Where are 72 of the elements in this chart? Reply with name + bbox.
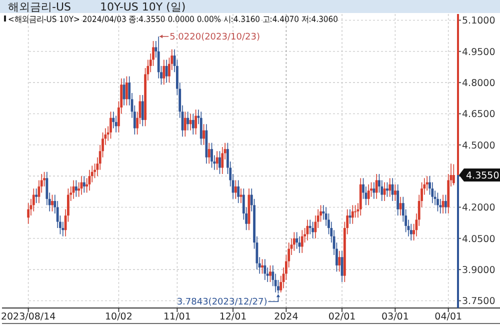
x-tick-label: 04/01 xyxy=(434,312,462,322)
annotation: <해외금리-US 10Y> 2024/04/03 종:4.3550 0.0000 0.00% 시:4.3160 고:4.4070 저:4.3060 xyxy=(8,14,370,24)
candlestick xyxy=(184,111,186,137)
candlestick xyxy=(112,111,115,129)
y-tick-label: 4.8000 xyxy=(462,78,496,90)
candlestick xyxy=(444,194,447,214)
candlestick xyxy=(162,59,166,86)
y-tick-label: 4.6500 xyxy=(462,109,496,120)
candlestick xyxy=(292,232,296,252)
x-tick-label: 2023/08/14 xyxy=(0,312,56,322)
candlestick xyxy=(221,146,224,174)
candlestick xyxy=(141,94,144,127)
candlestick xyxy=(338,250,341,272)
y-tick-label: 4.2000 xyxy=(462,202,496,214)
y-tick-label: 4.0500 xyxy=(462,234,496,245)
candlestick xyxy=(296,232,298,250)
candlestick xyxy=(312,221,314,239)
chart-title: 해외금리-US xyxy=(8,0,72,14)
candlestick xyxy=(208,142,210,164)
y-tick-label: 4.9500 xyxy=(462,46,496,58)
annotation: 3.7843(2023/12/27) xyxy=(176,298,268,308)
text: 4.3550 xyxy=(466,170,500,182)
candlestick xyxy=(125,76,128,106)
y-tick-label: 5.1000 xyxy=(462,16,496,27)
candlestick xyxy=(436,192,439,212)
x-tick-label: 11/01 xyxy=(164,312,191,322)
candlestick xyxy=(396,184,400,216)
y-tick-label: 3.9000 xyxy=(462,265,496,276)
candlestick xyxy=(383,182,386,202)
candlestick xyxy=(386,182,388,198)
candlestick xyxy=(308,219,312,235)
x-tick-label: 02/01 xyxy=(328,312,356,322)
candlestick xyxy=(234,180,237,200)
candlestick xyxy=(269,265,272,282)
candlestick xyxy=(110,111,112,140)
candlestick xyxy=(186,111,190,131)
y-tick-label: 4.5000 xyxy=(462,140,496,152)
x-tick-label: 10/02 xyxy=(105,312,132,322)
candlestick xyxy=(388,178,392,198)
candlestick xyxy=(202,124,205,146)
candlestick xyxy=(452,164,455,186)
candlestick xyxy=(261,258,264,274)
candlestick xyxy=(32,188,35,212)
candlestick xyxy=(192,113,194,135)
candlestick xyxy=(264,258,266,280)
chart-subtitle: 10Y-US 10Y (일) xyxy=(100,0,186,14)
candlestick xyxy=(82,176,86,194)
x-tick-label: 12/01 xyxy=(219,312,247,322)
candlestick xyxy=(237,180,240,204)
candlestick xyxy=(216,150,218,170)
candlestick xyxy=(372,182,376,200)
candlestick xyxy=(114,115,118,133)
x-tick-label: 03/01 xyxy=(381,312,409,322)
candlestick xyxy=(218,150,221,174)
candlestick xyxy=(426,176,428,192)
annotation: 5.0220(2023/10/23) xyxy=(170,32,260,42)
candlestick xyxy=(74,180,78,198)
y-tick-label: 3.7500 xyxy=(462,296,496,308)
candlestick xyxy=(410,223,412,241)
candlestick xyxy=(200,111,202,146)
candlestick xyxy=(210,142,213,168)
candlestick xyxy=(300,230,304,254)
candlestick xyxy=(351,204,354,224)
candlestick xyxy=(27,202,30,224)
candlestick xyxy=(367,184,370,206)
candlestick xyxy=(375,174,378,200)
x-tick-label: 2024 xyxy=(274,312,298,322)
candlestick xyxy=(194,109,198,135)
candlestick xyxy=(51,194,54,212)
candlestick xyxy=(394,184,396,202)
candlestick xyxy=(35,188,38,204)
candlestick xyxy=(165,59,168,83)
